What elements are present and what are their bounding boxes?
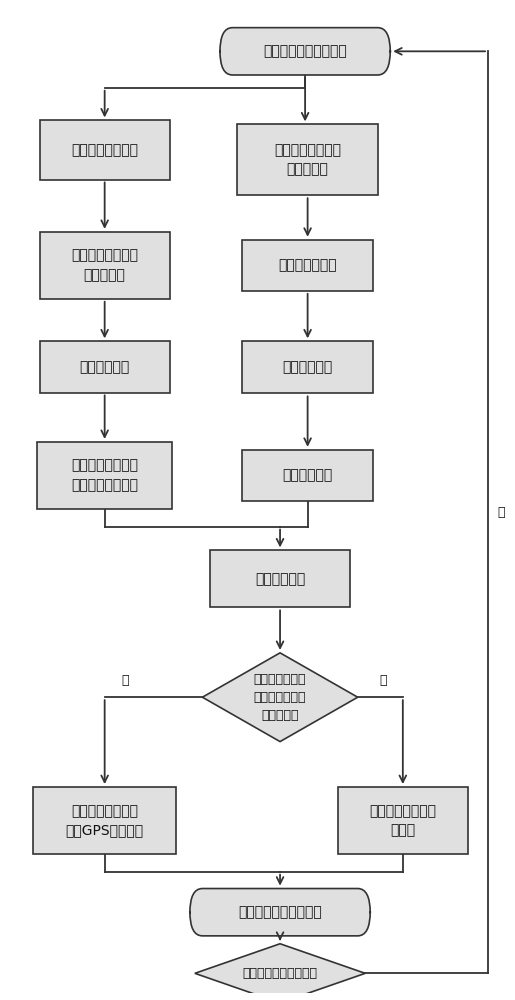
Text: 数据预处理、聚类
及站点匹配: 数据预处理、聚类 及站点匹配 [71,249,138,282]
Bar [40,232,170,299]
Text: 是: 是 [497,506,505,519]
Text: 是否跨入下一更新周期: 是否跨入下一更新周期 [243,967,318,980]
Bar [243,240,373,291]
Polygon shape [202,653,358,742]
Bar [243,450,373,501]
Bar [37,442,173,509]
Text: 消费数据预处理: 消费数据预处理 [278,258,337,272]
Text: 消费数据聚类: 消费数据聚类 [283,360,333,374]
Text: 下车站点预测: 下车站点预测 [255,572,305,586]
Bar [237,124,378,195]
Text: 是: 是 [379,674,387,687]
Text: 否: 否 [121,674,128,687]
Bar [40,120,170,180]
Text: 乘客下车，当前行
程结束: 乘客下车，当前行 程结束 [369,804,436,837]
Text: 对应时间段内的公
交消费数据: 对应时间段内的公 交消费数据 [274,143,341,177]
Bar [40,341,170,393]
Bar [33,787,176,854]
FancyBboxPatch shape [220,28,390,75]
Text: 消费站点匹配: 消费站点匹配 [283,468,333,482]
Bar [210,550,350,607]
Bar [243,341,373,393]
Text: 当前更新周期分析完毕: 当前更新周期分析完毕 [238,905,322,919]
Text: 当前车辆是否到
达历史周期预测
的下车站点: 当前车辆是否到 达历史周期预测 的下车站点 [254,673,306,722]
Text: 获取常发上下客表
及站点下客权重表: 获取常发上下客表 及站点下客权重表 [71,459,138,492]
Polygon shape [195,944,365,1000]
Text: 历史公交消费数据: 历史公交消费数据 [71,143,138,157]
Bar [338,787,468,854]
Text: 下车站点推导: 下车站点推导 [79,360,130,374]
Text: 当前更新周期开始分析: 当前更新周期开始分析 [263,44,347,58]
FancyBboxPatch shape [190,889,370,936]
Text: 乘客的出行轨迹与
车辆GPS轨迹重合: 乘客的出行轨迹与 车辆GPS轨迹重合 [65,804,144,837]
